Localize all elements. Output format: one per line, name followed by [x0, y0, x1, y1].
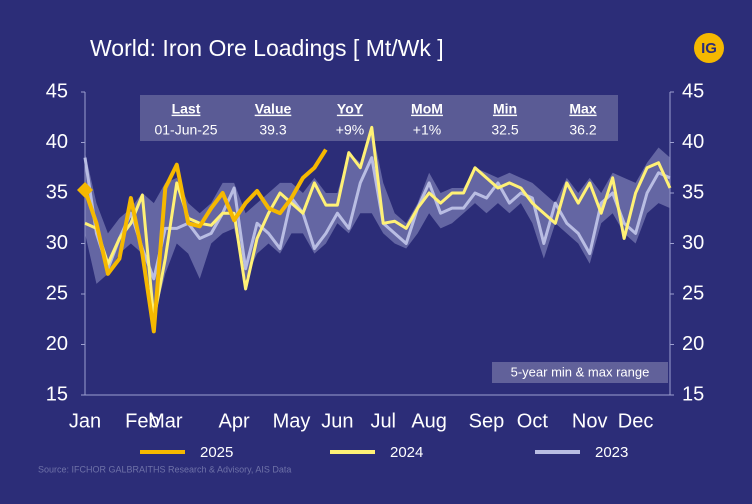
- summary-header: Min: [493, 101, 517, 117]
- source: Source: IFCHOR GALBRAITHS Research & Adv…: [38, 464, 291, 474]
- summary-value: +1%: [413, 122, 441, 138]
- y-tick-label: 40: [46, 131, 68, 153]
- x-tick-label: Dec: [618, 410, 654, 432]
- x-tick-label: May: [273, 410, 311, 432]
- x-tick-label: Sep: [469, 410, 505, 432]
- x-tick-label: Apr: [219, 410, 250, 432]
- y-tick-label: 30: [46, 232, 68, 254]
- summary-value: 36.2: [569, 122, 596, 138]
- y-tick-label: 35: [46, 181, 68, 203]
- x-tick-label: Aug: [411, 410, 447, 432]
- summary-header: Last: [172, 101, 201, 117]
- start-marker: [77, 181, 93, 198]
- y-tick-label: 45: [46, 80, 68, 102]
- summary-header: YoY: [337, 101, 364, 117]
- summary-header: MoM: [411, 101, 443, 117]
- summary-value: +9%: [336, 122, 364, 138]
- x-tick-label: Feb: [125, 410, 159, 432]
- y-tick-label: 25: [46, 282, 68, 304]
- y2-tick-label: 25: [682, 282, 704, 304]
- band-label: 5-year min & max range: [511, 364, 650, 379]
- y2-tick-label: 20: [682, 333, 704, 355]
- range-band: [85, 127, 670, 320]
- y-tick-label: 15: [46, 383, 68, 405]
- series-line: [83, 148, 328, 334]
- summary-box: [140, 95, 618, 141]
- y2-tick-label: 45: [682, 80, 704, 102]
- x-tick-label: Mar: [148, 410, 183, 432]
- summary-value: 01-Jun-25: [154, 122, 217, 138]
- y-tick-label: 20: [46, 333, 68, 355]
- legend-label: 2025: [200, 444, 233, 461]
- y2-tick-label: 15: [682, 383, 704, 405]
- legend-label: 2023: [595, 444, 628, 461]
- x-tick-label: Jun: [321, 410, 353, 432]
- summary-value: 39.3: [259, 122, 286, 138]
- logo: IG: [701, 40, 717, 57]
- summary-header: Max: [569, 101, 596, 117]
- y2-tick-label: 30: [682, 232, 704, 254]
- x-tick-label: Jul: [370, 410, 396, 432]
- summary-header: Value: [255, 101, 292, 117]
- y2-tick-label: 40: [682, 131, 704, 153]
- y2-tick-label: 35: [682, 181, 704, 203]
- legend-label: 2024: [390, 444, 423, 461]
- summary-value: 32.5: [491, 122, 518, 138]
- chart-title: World: Iron Ore Loadings [ Mt/Wk ]: [90, 35, 444, 61]
- x-tick-label: Nov: [572, 410, 608, 432]
- series-line: [83, 156, 671, 281]
- band-label-box: [492, 362, 668, 383]
- logo-badge: [694, 33, 724, 63]
- x-tick-label: Oct: [517, 410, 549, 432]
- x-tick-label: Jan: [69, 410, 101, 432]
